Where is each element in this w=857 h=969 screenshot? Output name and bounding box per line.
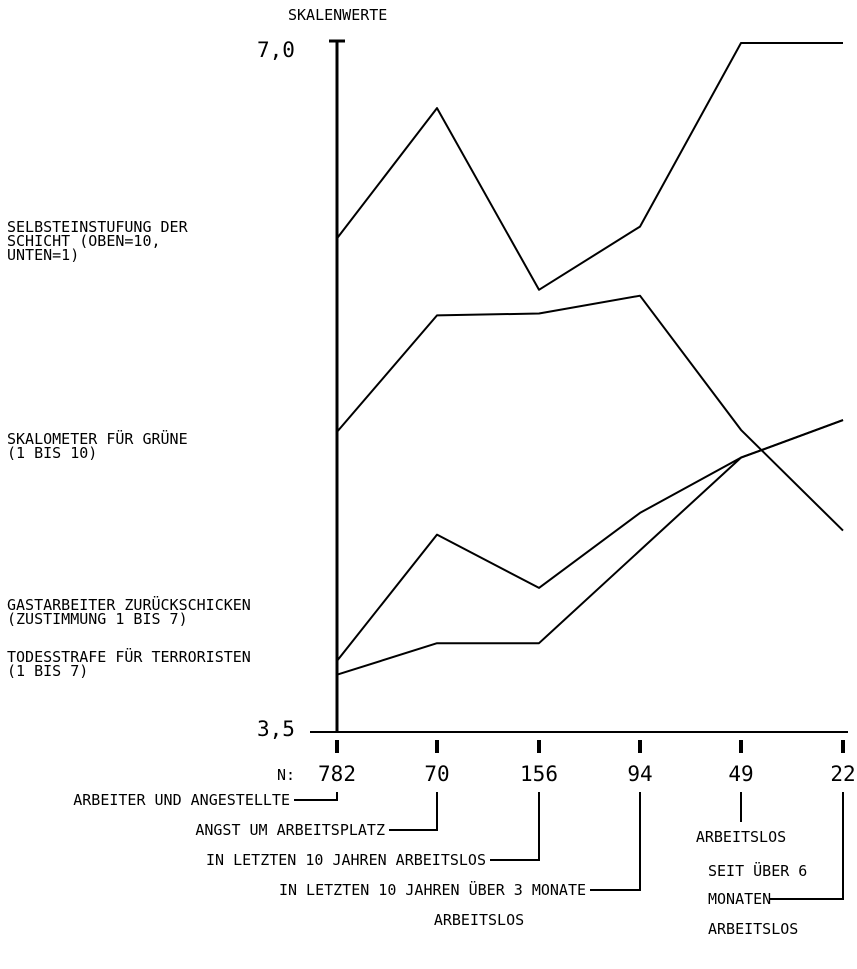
n-label-2: 156 bbox=[520, 762, 558, 786]
category-connector-3 bbox=[590, 792, 641, 891]
y-tick-label-bottom: 3,5 bbox=[257, 717, 295, 741]
category-label-2-line-0: IN LETZTEN 10 JAHREN ARBEITSLOS bbox=[206, 851, 486, 869]
series-label-0-line-1: SCHICHT (OBEN=10, bbox=[7, 232, 161, 250]
y-tick-label-top: 7,0 bbox=[257, 38, 295, 62]
n-label-1: 70 bbox=[424, 762, 449, 786]
category-connector-1 bbox=[389, 792, 438, 831]
category-label-4-line-0: ARBEITSLOS bbox=[696, 828, 786, 846]
n-label-5: 22 bbox=[830, 762, 855, 786]
series-line-1 bbox=[336, 294, 844, 532]
category-connector-2 bbox=[490, 792, 540, 861]
series-label-2-line-0: GASTARBEITER ZURÜCKSCHICKEN bbox=[7, 595, 251, 614]
series-label-1-line-0: SKALOMETER FÜR GRÜNE bbox=[7, 429, 188, 448]
category-label-5-line-0: SEIT ÜBER 6 bbox=[708, 861, 807, 880]
series-label-2-line-1: (ZUSTIMMUNG 1 BIS 7) bbox=[7, 610, 188, 628]
series-label-3-line-1: (1 BIS 7) bbox=[7, 662, 88, 680]
series-label-3-line-0: TODESSTRAFE FÜR TERRORISTEN bbox=[7, 647, 251, 666]
n-label-3: 94 bbox=[627, 762, 652, 786]
n-prefix: N: bbox=[277, 766, 295, 784]
x-labels: ARBEITER UND ANGESTELLTE ANGST UM ARBEITS… bbox=[73, 791, 844, 938]
category-label-3-line-0: IN LETZTEN 10 JAHREN ÜBER 3 MONATE bbox=[279, 880, 586, 899]
series-label-1-line-1: (1 BIS 10) bbox=[7, 444, 97, 462]
category-connector-0 bbox=[294, 792, 338, 801]
n-label-4: 49 bbox=[728, 762, 753, 786]
category-connector-5 bbox=[770, 792, 844, 900]
series-line-3 bbox=[336, 419, 844, 676]
n-label-0: 782 bbox=[318, 762, 356, 786]
category-label-0-line-0: ARBEITER UND ANGESTELLTE bbox=[73, 791, 290, 809]
series-line-0 bbox=[336, 42, 843, 291]
category-label-3-line-1: ARBEITSLOS bbox=[434, 911, 524, 929]
series-label-0-line-0: SELBSTEINSTUFUNG DER bbox=[7, 218, 189, 236]
category-label-1-line-0: ANGST UM ARBEITSPLATZ bbox=[195, 821, 385, 839]
y-axis-title: SKALENWERTE bbox=[288, 6, 387, 24]
series-label-0-line-2: UNTEN=1) bbox=[7, 246, 79, 264]
category-label-5-line-1: MONATEN bbox=[708, 890, 771, 908]
series-lines bbox=[336, 42, 844, 676]
category-label-5-line-2: ARBEITSLOS bbox=[708, 920, 798, 938]
axes: 7,0 3,5 N: 782 70 156 94 49 22 bbox=[257, 38, 856, 786]
